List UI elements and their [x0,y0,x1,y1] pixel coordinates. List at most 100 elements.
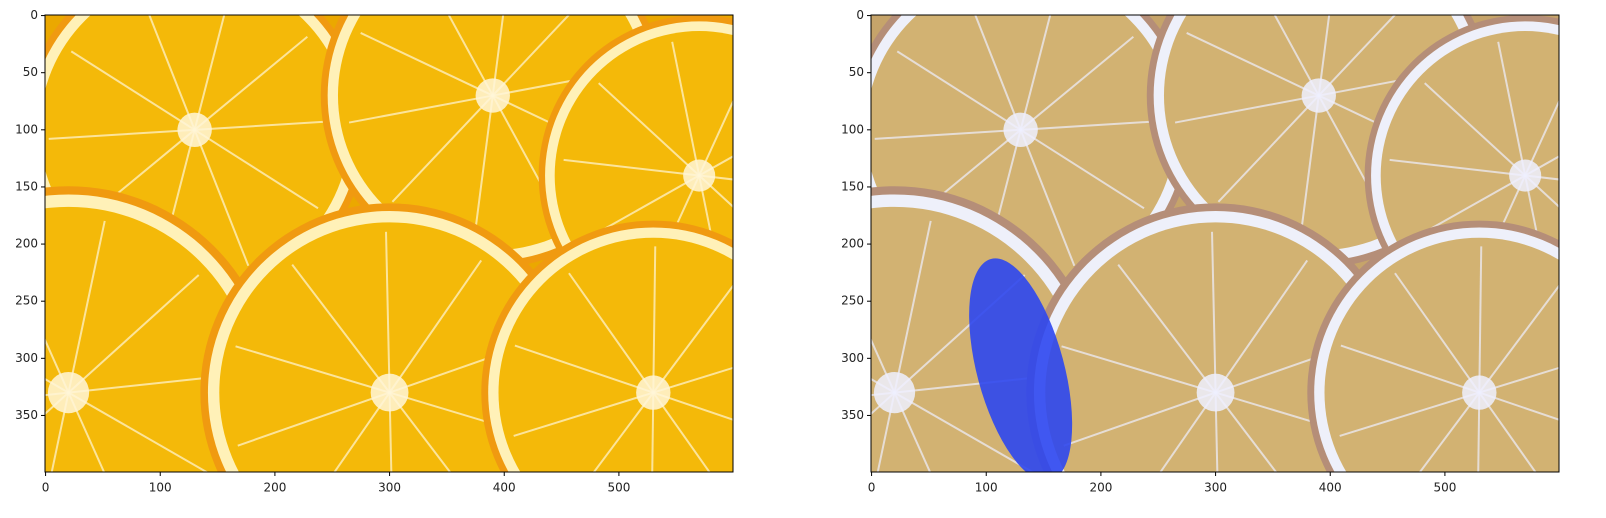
slice-segment [385,231,391,393]
slice-segment [652,246,657,393]
x-tick-label: 200 [263,481,286,495]
slice-segment [491,15,505,96]
slice-segment [1020,128,1145,210]
slice-core [475,78,510,113]
slice-segment [893,220,932,393]
slice-segment [193,15,226,131]
slice-segment [1217,94,1320,203]
slice-segment [1478,284,1559,394]
slice-segment [893,392,932,472]
slice-segment [1317,15,1331,96]
slice-segment [874,128,1021,140]
slice-segment [388,259,483,394]
slice-segment [671,41,701,176]
y-tick-label: 200 [841,237,864,251]
y-tick-label: 250 [15,294,38,308]
slice-segment [563,158,700,177]
slice-segment [871,337,896,394]
slice-segment [235,345,390,394]
x-tick-label: 400 [493,481,516,495]
slice-core [636,375,671,410]
y-tick-label: 250 [841,294,864,308]
slice-flesh [219,222,560,472]
slice-segment [871,391,895,397]
slice-segment [652,391,733,421]
x-tick-label: 500 [1433,481,1456,495]
x-tick-label: 500 [607,481,630,495]
slice-segment [388,392,393,472]
slice-segment [1020,35,1135,131]
slice-segment [45,391,70,416]
y-tick-label: 100 [15,122,38,136]
slice-segment [1340,344,1480,394]
slice-segment [1478,246,1483,393]
axes-frame [44,14,734,473]
slice-segment [1020,119,1167,131]
slice-segment [50,392,70,472]
slice-segment [194,119,341,131]
slice-segment [1019,15,1052,131]
x-tick-label: 100 [975,481,998,495]
slice-segment [1186,32,1320,97]
y-tick-label: 0 [30,8,38,22]
slice-flesh [1324,237,1559,472]
slice-segment [1273,15,1320,97]
slice-core [370,373,409,412]
slice-segment [1174,94,1319,124]
slice-segment [1214,391,1278,472]
slice-segment [974,15,1022,131]
y-tick-label: 0 [856,8,864,22]
y-tick-label: 150 [15,179,38,193]
slice-segment [1063,391,1216,447]
slice-segment [333,392,391,472]
slice-segment [348,94,493,124]
x-tick-label: 300 [378,481,401,495]
slice-segment [194,128,319,210]
slice-segment [1214,259,1309,394]
slice-segment [1299,95,1320,241]
slice-core [683,159,716,192]
y-tick-label: 300 [15,351,38,365]
slice-core [873,371,916,414]
slice-segment [598,82,700,177]
slice-segment [45,337,70,394]
slice-flesh [498,237,733,472]
slice-segment [291,264,391,394]
slice-segment [514,344,654,394]
slice-segment [70,50,196,131]
slice-segment [237,391,390,447]
slice-segment [568,272,655,394]
slice-core [47,371,90,414]
slice-segment [1019,129,1076,267]
slice-segment [1339,391,1480,437]
slice-segment [473,95,494,241]
x-tick-label: 300 [1204,481,1227,495]
y-tick-label: 350 [841,408,864,422]
x-tick-label: 100 [149,481,172,495]
slice-segment [651,392,655,472]
slice-core [1301,78,1336,113]
slice-segment [1478,391,1559,421]
slice-segment [1424,82,1526,177]
slice-segment [388,391,452,472]
slice-segment [652,284,733,394]
y-tick-label: 350 [15,408,38,422]
x-tick-label: 400 [1319,481,1342,495]
image [45,15,733,472]
slice-segment [67,392,106,472]
slice-segment [1524,174,1559,208]
slice-segment [193,129,250,267]
slice-segment [1211,231,1217,393]
slice-segment [1394,272,1481,394]
slice-segment [68,391,209,472]
slice-core [1003,112,1038,148]
slice-segment [447,15,494,97]
slice-core [1462,375,1497,410]
slice-core [177,112,212,148]
slice-segment [48,128,195,140]
slice-segment [391,94,494,203]
slice-segment [1389,158,1526,177]
y-tick-label: 50 [23,65,38,79]
